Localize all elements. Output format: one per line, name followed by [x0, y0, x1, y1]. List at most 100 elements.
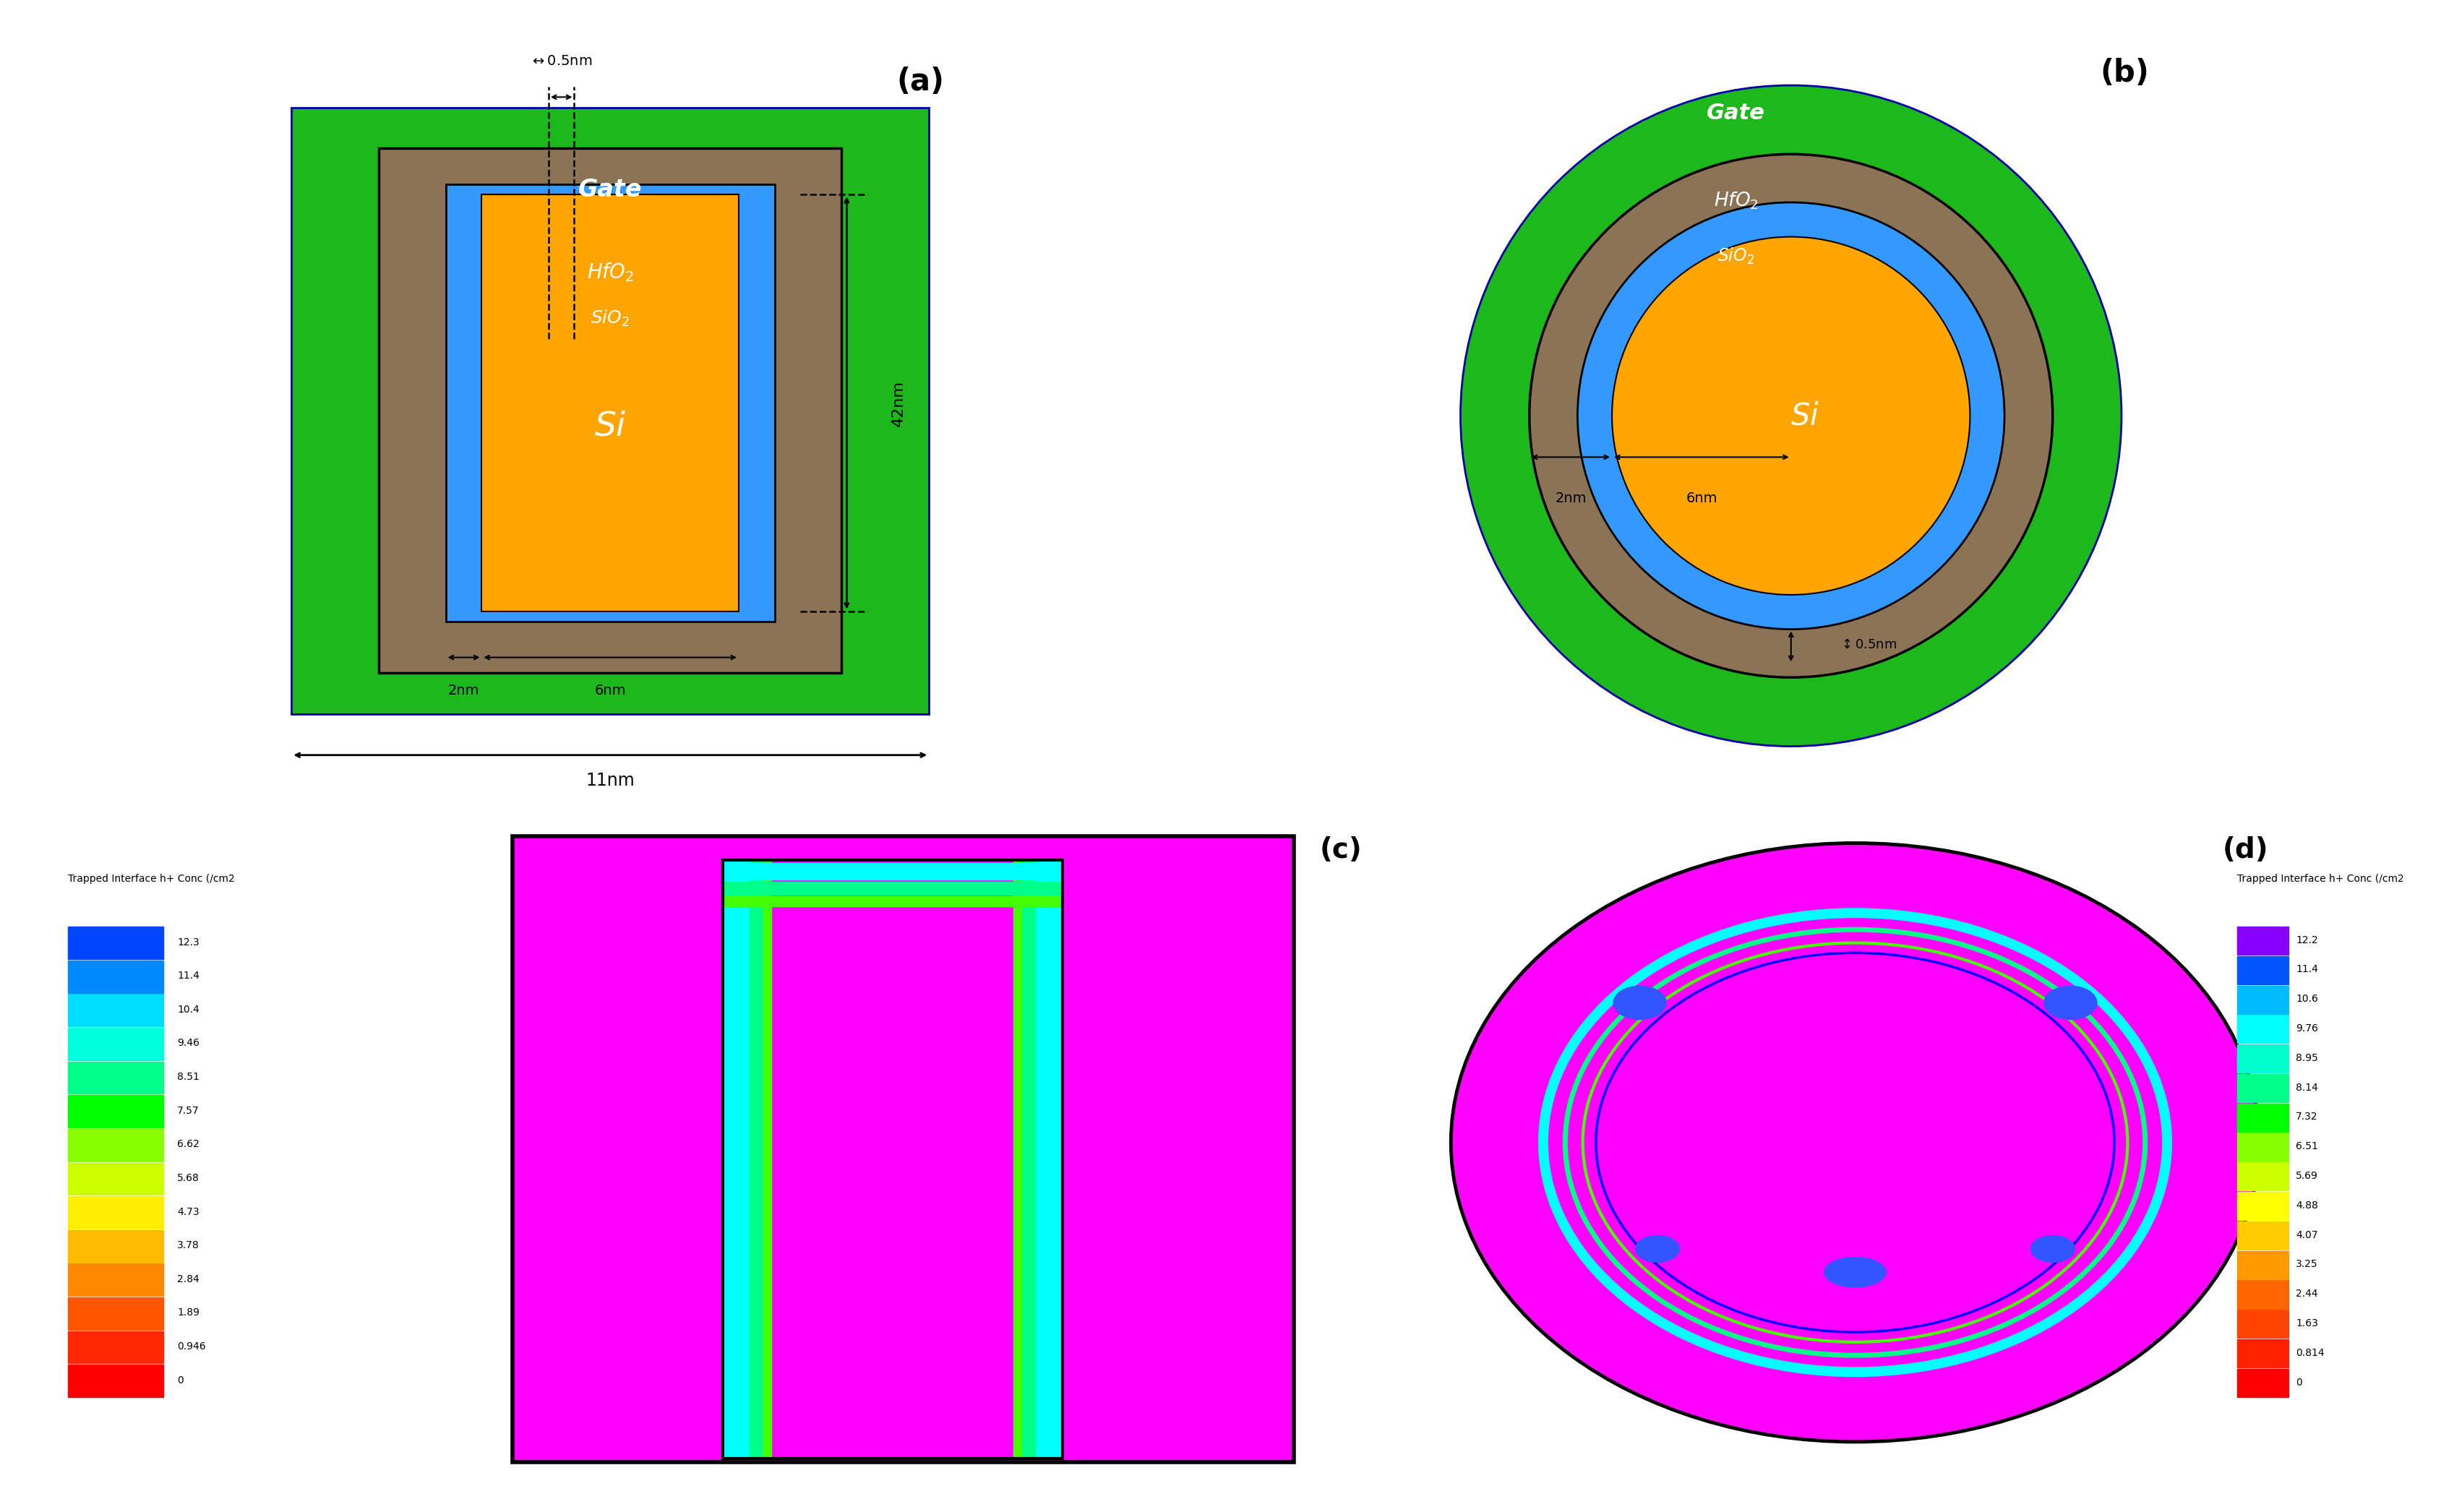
- Bar: [290, 107, 930, 714]
- Bar: [68, 1028, 164, 1060]
- Bar: [2238, 1045, 2290, 1074]
- Text: 6nm: 6nm: [1687, 491, 1716, 505]
- Text: Gate: Gate: [1706, 103, 1765, 124]
- Bar: [2238, 1163, 2290, 1191]
- Bar: [447, 184, 774, 621]
- Text: 0: 0: [2295, 1377, 2302, 1388]
- Text: (b): (b): [2099, 57, 2148, 88]
- Text: $Si$: $Si$: [1789, 401, 1819, 431]
- Bar: [290, 107, 930, 714]
- Bar: [2238, 927, 2290, 956]
- Bar: [1013, 860, 1020, 1459]
- Bar: [723, 863, 1062, 880]
- Bar: [1035, 860, 1062, 1459]
- Text: Trapped Interface h+ Conc (/cm2: Trapped Interface h+ Conc (/cm2: [2238, 874, 2404, 885]
- Ellipse shape: [1611, 237, 1970, 594]
- Bar: [2238, 956, 2290, 984]
- Text: 4.88: 4.88: [2295, 1201, 2319, 1211]
- Bar: [764, 860, 771, 1459]
- Bar: [68, 1331, 164, 1364]
- Bar: [723, 860, 1062, 1459]
- Text: $HfO_2$: $HfO_2$: [1714, 191, 1758, 212]
- Text: 6.62: 6.62: [178, 1140, 200, 1149]
- Text: 9.76: 9.76: [2295, 1024, 2319, 1034]
- Text: 7.57: 7.57: [178, 1105, 200, 1116]
- Bar: [378, 148, 842, 673]
- Bar: [68, 1163, 164, 1194]
- Text: $Si$: $Si$: [593, 410, 627, 443]
- Text: 6nm: 6nm: [596, 683, 625, 697]
- Bar: [481, 195, 740, 611]
- Text: 11.4: 11.4: [178, 971, 200, 981]
- Text: 12.3: 12.3: [178, 937, 200, 947]
- Text: 7.32: 7.32: [2295, 1111, 2319, 1122]
- Bar: [68, 1129, 164, 1161]
- Text: 10.4: 10.4: [178, 1004, 200, 1015]
- Ellipse shape: [1460, 85, 2121, 747]
- Text: 8.14: 8.14: [2295, 1083, 2319, 1093]
- Text: (c): (c): [1321, 836, 1362, 863]
- Ellipse shape: [1577, 203, 2004, 629]
- Ellipse shape: [1635, 1235, 1679, 1263]
- Text: $\updownarrow$0.5nm: $\updownarrow$0.5nm: [1838, 638, 1897, 650]
- Bar: [2238, 1340, 2290, 1367]
- Text: 2nm: 2nm: [1555, 491, 1587, 505]
- Text: 6.51: 6.51: [2295, 1142, 2319, 1152]
- Text: Trapped Interface h+ Conc (/cm2: Trapped Interface h+ Conc (/cm2: [68, 874, 234, 885]
- Bar: [2238, 1074, 2290, 1102]
- Text: 5.68: 5.68: [178, 1173, 200, 1182]
- Text: 11nm: 11nm: [586, 773, 635, 789]
- Text: (a): (a): [896, 67, 945, 97]
- Text: $\leftrightarrow$0.5nm: $\leftrightarrow$0.5nm: [530, 54, 593, 68]
- Text: 0: 0: [178, 1376, 183, 1385]
- Ellipse shape: [2043, 986, 2097, 1019]
- Bar: [68, 1061, 164, 1093]
- Bar: [68, 1229, 164, 1263]
- Text: $SiO_2$: $SiO_2$: [1718, 246, 1755, 266]
- Bar: [1020, 860, 1035, 1459]
- Bar: [513, 836, 1294, 1462]
- Bar: [2238, 1104, 2290, 1131]
- Bar: [68, 1095, 164, 1128]
- Bar: [481, 195, 740, 611]
- Text: $SiO_2$: $SiO_2$: [591, 308, 630, 328]
- Bar: [2238, 1250, 2290, 1279]
- Ellipse shape: [1823, 1258, 1887, 1287]
- Text: 3.25: 3.25: [2295, 1259, 2319, 1270]
- Text: (d): (d): [2221, 836, 2268, 863]
- Text: 11.4: 11.4: [2295, 965, 2319, 975]
- Text: $HfO_2$: $HfO_2$: [586, 260, 635, 283]
- Text: 4.73: 4.73: [178, 1207, 200, 1217]
- Bar: [2238, 1368, 2290, 1397]
- Ellipse shape: [1450, 844, 2260, 1442]
- Bar: [2238, 1222, 2290, 1249]
- Text: 0.814: 0.814: [2295, 1347, 2324, 1358]
- Text: 5.69: 5.69: [2295, 1170, 2319, 1181]
- Bar: [2238, 1132, 2290, 1161]
- Bar: [2238, 986, 2290, 1013]
- Bar: [447, 184, 774, 621]
- Text: 2.44: 2.44: [2295, 1288, 2319, 1299]
- Text: 0.946: 0.946: [178, 1341, 205, 1352]
- Bar: [2238, 1309, 2290, 1338]
- Text: 12.2: 12.2: [2295, 934, 2319, 945]
- Bar: [723, 897, 1062, 906]
- Text: 9.46: 9.46: [178, 1039, 200, 1048]
- Bar: [68, 1196, 164, 1229]
- Ellipse shape: [2031, 1235, 2075, 1263]
- Text: 2.84: 2.84: [178, 1275, 200, 1284]
- Text: 1.63: 1.63: [2295, 1318, 2319, 1329]
- Bar: [723, 860, 749, 1459]
- Text: 1.89: 1.89: [178, 1308, 200, 1318]
- Bar: [749, 860, 764, 1459]
- Bar: [378, 148, 842, 673]
- Bar: [68, 1297, 164, 1329]
- Bar: [68, 960, 164, 993]
- Text: 8.51: 8.51: [178, 1072, 200, 1083]
- Text: 42nm: 42nm: [891, 380, 906, 426]
- Ellipse shape: [1614, 986, 1667, 1019]
- Text: 3.78: 3.78: [178, 1240, 200, 1250]
- Bar: [68, 1264, 164, 1296]
- Bar: [2238, 1015, 2290, 1043]
- Bar: [68, 1365, 164, 1397]
